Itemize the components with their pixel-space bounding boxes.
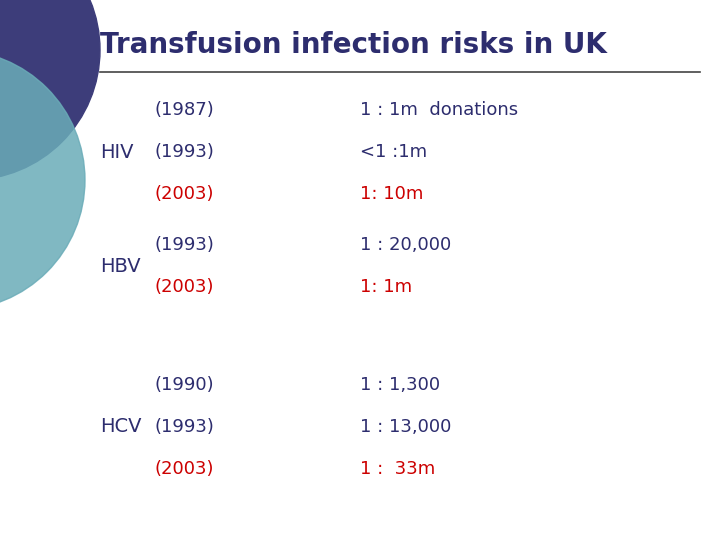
Text: (1993): (1993) <box>155 418 215 436</box>
Text: (2003): (2003) <box>155 460 215 478</box>
Text: (2003): (2003) <box>155 278 215 296</box>
Text: (1993): (1993) <box>155 236 215 254</box>
Text: 1 : 1m  donations: 1 : 1m donations <box>360 101 518 119</box>
Text: 1 : 1,300: 1 : 1,300 <box>360 376 440 394</box>
Text: (2003): (2003) <box>155 185 215 203</box>
Text: 1 :  33m: 1 : 33m <box>360 460 436 478</box>
Text: (1993): (1993) <box>155 143 215 161</box>
Text: Transfusion infection risks in UK: Transfusion infection risks in UK <box>100 31 607 59</box>
Text: HIV: HIV <box>100 143 133 161</box>
Text: (1987): (1987) <box>155 101 215 119</box>
Text: <1 :1m: <1 :1m <box>360 143 427 161</box>
Circle shape <box>0 0 100 180</box>
Text: HCV: HCV <box>100 417 142 436</box>
Text: (1990): (1990) <box>155 376 215 394</box>
Text: 1 : 20,000: 1 : 20,000 <box>360 236 451 254</box>
Text: HBV: HBV <box>100 256 140 275</box>
Text: 1: 1m: 1: 1m <box>360 278 412 296</box>
Circle shape <box>0 50 85 310</box>
Text: 1 : 13,000: 1 : 13,000 <box>360 418 451 436</box>
Text: 1: 10m: 1: 10m <box>360 185 423 203</box>
